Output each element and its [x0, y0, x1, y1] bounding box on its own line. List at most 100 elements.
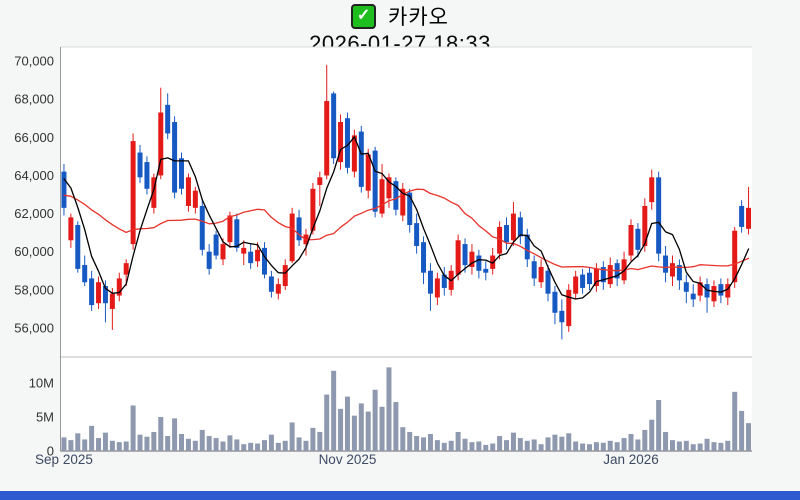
candle [573, 270, 579, 300]
candle [538, 259, 544, 288]
candle [607, 257, 613, 288]
candle [676, 259, 682, 290]
candle-body [68, 217, 74, 241]
candle-body [746, 207, 752, 229]
price-tick-label: 70,000 [14, 54, 54, 69]
volume-bar [718, 442, 724, 451]
candle-body [455, 240, 461, 275]
volume-bar [746, 423, 752, 451]
volume-bar [372, 389, 378, 451]
candle [427, 263, 433, 311]
month-tick-label: Jan 2026 [603, 452, 659, 467]
volume-bar [531, 439, 537, 451]
volume-bar [538, 444, 544, 451]
candle-body [676, 265, 682, 281]
candle [241, 240, 247, 266]
volume-bar [586, 444, 592, 451]
candle [158, 87, 164, 180]
candle-body [393, 181, 399, 210]
candle [697, 276, 703, 302]
volume-bar [199, 429, 205, 451]
candle-body [469, 251, 475, 267]
candle [261, 242, 267, 279]
volume-bar [220, 441, 226, 451]
candle-body [172, 122, 178, 193]
volume-bar [573, 441, 579, 451]
candle [192, 186, 198, 214]
candle [268, 270, 274, 298]
volume-bar [165, 436, 171, 451]
price-tick-label: 68,000 [14, 92, 54, 107]
footer-bar [0, 491, 800, 500]
candle-body [331, 93, 337, 159]
candle-body [441, 274, 447, 288]
candle [552, 286, 558, 325]
candle-body [524, 234, 530, 260]
volume-bar [400, 427, 406, 451]
candle [739, 200, 745, 233]
candle [282, 259, 288, 290]
price-tick-label: 58,000 [14, 282, 54, 297]
volume-bar [296, 437, 302, 451]
candle [227, 211, 233, 248]
candle-body [434, 278, 440, 298]
ma5-line [63, 136, 750, 300]
volume-bar [483, 444, 489, 451]
price-tick-label: 60,000 [14, 244, 54, 259]
volume-bar [379, 406, 385, 451]
candle-body [130, 141, 136, 245]
candle-body [545, 270, 551, 294]
candle-body [234, 219, 240, 248]
candle [455, 234, 461, 281]
price-axis-labels: 70,000 68,000 66,000 64,000 62,000 60,000 58,0… [14, 54, 54, 336]
volume-bar [75, 433, 81, 451]
volume-bar [427, 434, 433, 451]
volume-bar [303, 440, 309, 451]
candle [497, 221, 503, 260]
candle-body [573, 276, 579, 294]
candle-body [102, 286, 108, 304]
volume-bar [421, 437, 427, 451]
volume-bar [524, 440, 530, 451]
volume-bar [344, 396, 350, 451]
volume-bar [248, 442, 254, 451]
candle-body [185, 177, 191, 206]
candle [275, 278, 281, 300]
candle [220, 238, 226, 266]
volume-bar [144, 436, 150, 451]
candle-body [151, 177, 157, 208]
candle [421, 236, 427, 285]
candle [344, 112, 350, 174]
volume-bar [469, 442, 475, 451]
volume-bar [441, 442, 447, 451]
volume-bar [358, 403, 364, 451]
candle [172, 116, 178, 199]
candle-body [421, 242, 427, 273]
candle-body [123, 263, 129, 275]
candle-body [649, 177, 655, 203]
volume-tick-label: 0 [47, 444, 54, 459]
candle [504, 217, 510, 250]
candle-body [462, 244, 468, 266]
candle [393, 177, 399, 216]
volume-bar [116, 442, 122, 451]
volume-bar [635, 439, 641, 451]
volume-bar [552, 434, 558, 451]
candle [593, 263, 599, 292]
candle [116, 272, 122, 302]
candle [545, 265, 551, 302]
candle-body [192, 190, 198, 208]
volume-bar [490, 443, 496, 451]
volume-bar [393, 402, 399, 451]
candle-body [165, 104, 171, 134]
candle [130, 133, 136, 250]
candle [206, 244, 212, 275]
candle-body [310, 188, 316, 231]
candle-body [289, 213, 295, 262]
volume-bar [566, 433, 572, 451]
volume-bar [89, 425, 95, 451]
candle-body [739, 205, 745, 227]
candle [434, 272, 440, 306]
title-row: ✓ 카카오 [0, 2, 800, 30]
